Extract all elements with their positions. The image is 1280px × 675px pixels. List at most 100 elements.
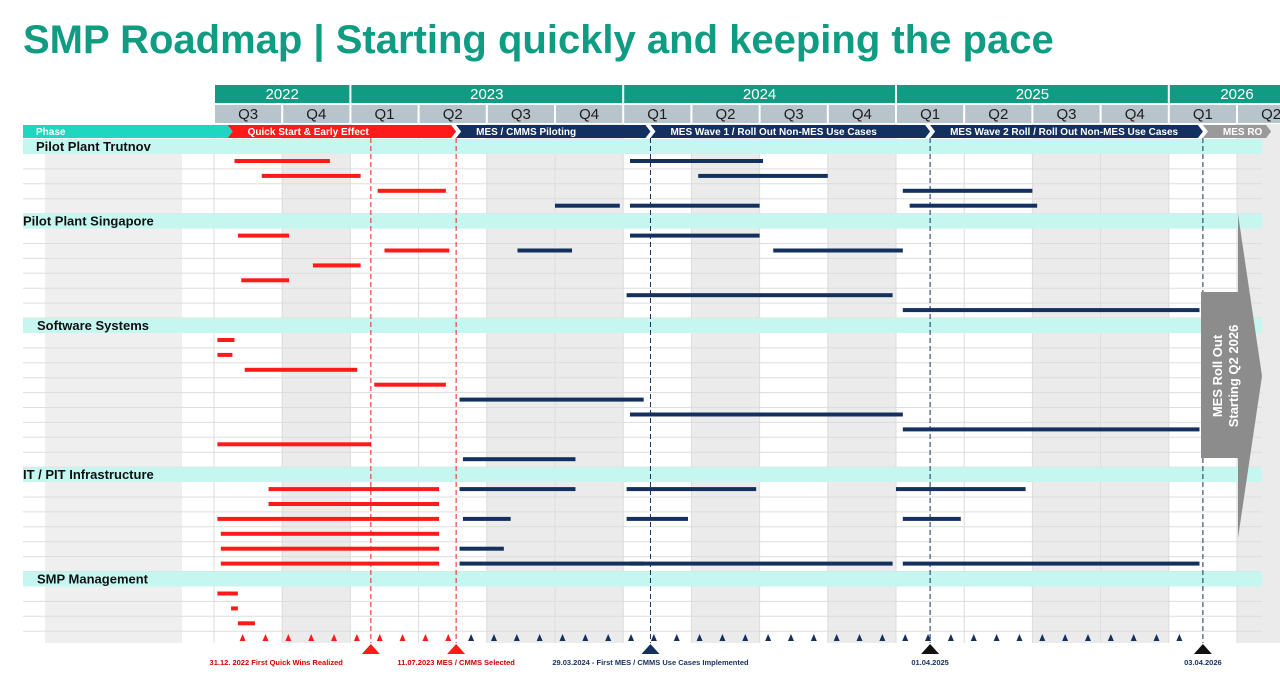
- progress-tick: [970, 634, 977, 641]
- milestone-label-4: 03.04.2026: [1184, 658, 1222, 667]
- gantt-bar: [517, 248, 573, 253]
- phase-arrow: [650, 125, 931, 138]
- quarter-label: Q2: [715, 106, 735, 123]
- quarter-cell-bg: [283, 105, 350, 123]
- quarter-cell-bg: [760, 105, 827, 123]
- gantt-bar: [630, 561, 893, 566]
- rollout-line-2: Starting Q2 2026: [1226, 325, 1241, 428]
- quarter-cell: Q4: [556, 105, 623, 123]
- gantt-bar: [261, 173, 361, 178]
- year-cell: 2024: [624, 85, 895, 103]
- quarter-cell-bg: [624, 105, 691, 123]
- gantt-bar: [384, 248, 450, 253]
- quarter-cell-bg: [487, 105, 554, 123]
- gantt-bar: [312, 263, 361, 268]
- page-title: SMP Roadmap | Starting quickly and keepi…: [23, 18, 1054, 62]
- quarter-cell: Q4: [1101, 105, 1168, 123]
- quarter-cell-bg: [351, 105, 418, 123]
- quarter-cell: Q3: [760, 105, 827, 123]
- progress-tick: [399, 634, 406, 641]
- progress-tick: [490, 634, 497, 641]
- quarter-label: Q1: [374, 106, 394, 123]
- gantt-bar: [630, 412, 903, 417]
- year-label: 2025: [1016, 86, 1049, 103]
- quarter-shade: [691, 124, 760, 647]
- rollout-line-1: MES Roll Out: [1210, 334, 1225, 417]
- quarter-label: Q2: [988, 106, 1008, 123]
- quarter-shade: [486, 124, 555, 647]
- phase-label-2: MES Wave 1 / Roll Out Non-MES Use Cases: [670, 127, 877, 138]
- gantt-bar: [626, 487, 757, 492]
- milestone-label-1: 11.07.2023 MES / CMMS Selected: [397, 658, 515, 667]
- gantt-bar: [220, 546, 440, 551]
- phase-label-bg: [23, 125, 233, 138]
- quarter-cell: Q1: [1169, 105, 1236, 123]
- gantt-bar: [459, 561, 644, 566]
- milestone-marker: [361, 644, 380, 654]
- quarter-label: Q2: [1261, 106, 1280, 123]
- gantt-bar: [896, 487, 1026, 492]
- gantt-bar: [459, 487, 576, 492]
- quarter-cell: Q1: [897, 105, 964, 123]
- year-cell: 2025: [897, 85, 1168, 103]
- progress-tick: [1153, 634, 1160, 641]
- phase-arrow: [227, 125, 457, 138]
- quarter-shade: [555, 124, 624, 647]
- quarter-cell-bg: [1169, 105, 1236, 123]
- quarter-label: Q4: [852, 106, 872, 123]
- gantt-bar: [555, 203, 620, 208]
- section-band: [23, 318, 1262, 333]
- gantt-bar: [237, 621, 255, 626]
- phase-arrow: [456, 125, 651, 138]
- year-label: 2022: [266, 86, 299, 103]
- gantt-bar: [217, 516, 440, 521]
- quarter-shade: [1100, 124, 1169, 647]
- phase-label-3: MES Wave 2 Roll / Roll Out Non-MES Use C…: [950, 127, 1178, 138]
- progress-tick: [993, 634, 1000, 641]
- gantt-bar: [773, 248, 903, 253]
- gantt-bar: [626, 293, 893, 298]
- progress-tick: [1039, 634, 1046, 641]
- phase-label-4: MES RO: [1223, 127, 1263, 138]
- progress-tick: [605, 634, 612, 641]
- progress-tick: [947, 634, 954, 641]
- quarter-label: Q2: [443, 106, 463, 123]
- gantt-bar: [698, 173, 828, 178]
- progress-tick: [696, 634, 703, 641]
- progress-tick: [719, 634, 726, 641]
- quarter-cell-bg: [897, 105, 964, 123]
- row-label-box: [45, 333, 182, 468]
- gantt-bar: [234, 159, 330, 163]
- quarter-cell: Q2: [692, 105, 759, 123]
- gantt-bar: [902, 427, 1200, 432]
- section-band: [23, 213, 1262, 229]
- quarter-label: Q4: [306, 106, 326, 123]
- progress-tick: [650, 634, 657, 641]
- gantt-bar: [902, 188, 1033, 193]
- progress-tick: [582, 634, 589, 641]
- quarter-cell-bg: [965, 105, 1032, 123]
- quarter-label: Q1: [1193, 106, 1213, 123]
- quarter-cell-bg: [1033, 105, 1100, 123]
- quarter-shade: [1032, 124, 1101, 647]
- quarter-cell: Q2: [965, 105, 1032, 123]
- quarter-cell-bg: [1101, 105, 1168, 123]
- quarter-label: Q3: [511, 106, 531, 123]
- progress-tick: [513, 634, 520, 641]
- quarter-cell: Q3: [215, 105, 282, 123]
- quarter-shade: [827, 124, 896, 647]
- milestone-marker: [447, 644, 466, 654]
- milestone-marker: [921, 644, 940, 654]
- phase-label: Phase: [36, 127, 66, 138]
- year-cell-bg: [624, 85, 895, 103]
- quarter-cell: Q3: [487, 105, 554, 123]
- milestone-label-0: 31.12. 2022 First Quick Wins Realized: [210, 658, 344, 667]
- progress-tick: [833, 634, 840, 641]
- footer-strip: [0, 643, 1280, 656]
- gantt-bar: [268, 487, 440, 492]
- section-title: Software Systems: [37, 318, 149, 333]
- progress-tick: [239, 634, 246, 641]
- quarter-label: Q4: [579, 106, 599, 123]
- gantt-bar: [902, 561, 1200, 566]
- progress-tick: [902, 634, 909, 641]
